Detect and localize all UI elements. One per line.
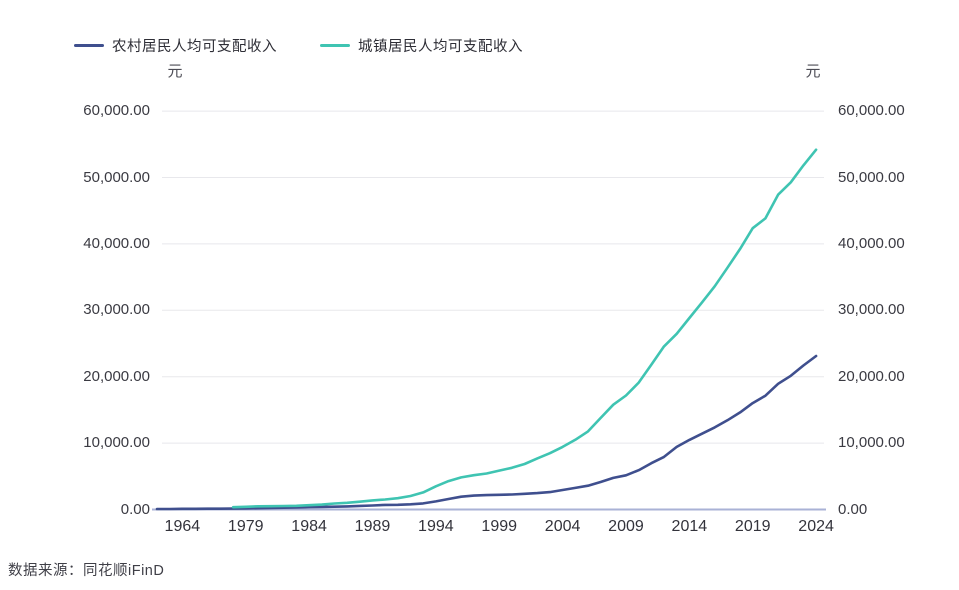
series-line-urban bbox=[231, 148, 818, 509]
legend-item-rural: 农村居民人均可支配收入 bbox=[74, 36, 277, 55]
legend-line-swatch-rural bbox=[74, 44, 104, 47]
y-axis-tick-label: 20,000.00 bbox=[838, 367, 905, 385]
y-axis-tick-label: 50,000.00 bbox=[838, 168, 905, 186]
y-axis-tick-label: 20,000.00 bbox=[83, 367, 150, 385]
x-axis-tick-label: 2024 bbox=[798, 518, 834, 535]
y-axis-unit-left: 元 bbox=[167, 63, 183, 80]
y-axis-tick-label: 60,000.00 bbox=[838, 102, 905, 120]
x-axis-tick-label: 1989 bbox=[354, 518, 391, 535]
legend-item-urban: 城镇居民人均可支配收入 bbox=[320, 36, 523, 55]
legend-label-rural: 农村居民人均可支配收入 bbox=[112, 39, 277, 55]
y-axis-tick-label: 40,000.00 bbox=[83, 234, 150, 252]
y-axis-tick-label: 0.00 bbox=[120, 500, 150, 518]
y-axis-tick-label: 40,000.00 bbox=[838, 234, 905, 252]
y-axis-tick-label: 50,000.00 bbox=[83, 168, 150, 186]
legend: 农村居民人均可支配收入 城镇居民人均可支配收入 bbox=[0, 36, 959, 56]
x-axis-tick-label: 1979 bbox=[227, 518, 264, 535]
y-axis-tick-label: 30,000.00 bbox=[838, 301, 905, 319]
y-axis-unit-right: 元 bbox=[805, 63, 821, 80]
y-axis-tick-label: 10,000.00 bbox=[838, 434, 905, 452]
x-axis-tick-label: 2009 bbox=[608, 518, 644, 535]
x-axis-tick-label: 2019 bbox=[734, 518, 771, 535]
y-axis-tick-label: 0.00 bbox=[838, 500, 868, 518]
legend-label-urban: 城镇居民人均可支配收入 bbox=[358, 39, 523, 55]
y-axis-tick-label: 10,000.00 bbox=[83, 434, 150, 452]
legend-line-swatch-urban bbox=[320, 44, 350, 47]
x-axis-tick-label: 2014 bbox=[671, 518, 708, 535]
x-axis-tick-label: 1994 bbox=[418, 518, 454, 535]
data-source-note: 数据来源：同花顺iFinD bbox=[8, 563, 165, 579]
y-axis-tick-label: 60,000.00 bbox=[83, 102, 150, 120]
series-line-rural bbox=[155, 354, 818, 511]
x-axis-tick-label: 2004 bbox=[544, 518, 581, 535]
x-axis-tick-label: 1964 bbox=[164, 518, 201, 535]
x-axis-tick-label: 1999 bbox=[481, 518, 518, 535]
y-axis-tick-label: 30,000.00 bbox=[83, 301, 150, 319]
x-axis-tick-label: 1984 bbox=[291, 518, 327, 535]
